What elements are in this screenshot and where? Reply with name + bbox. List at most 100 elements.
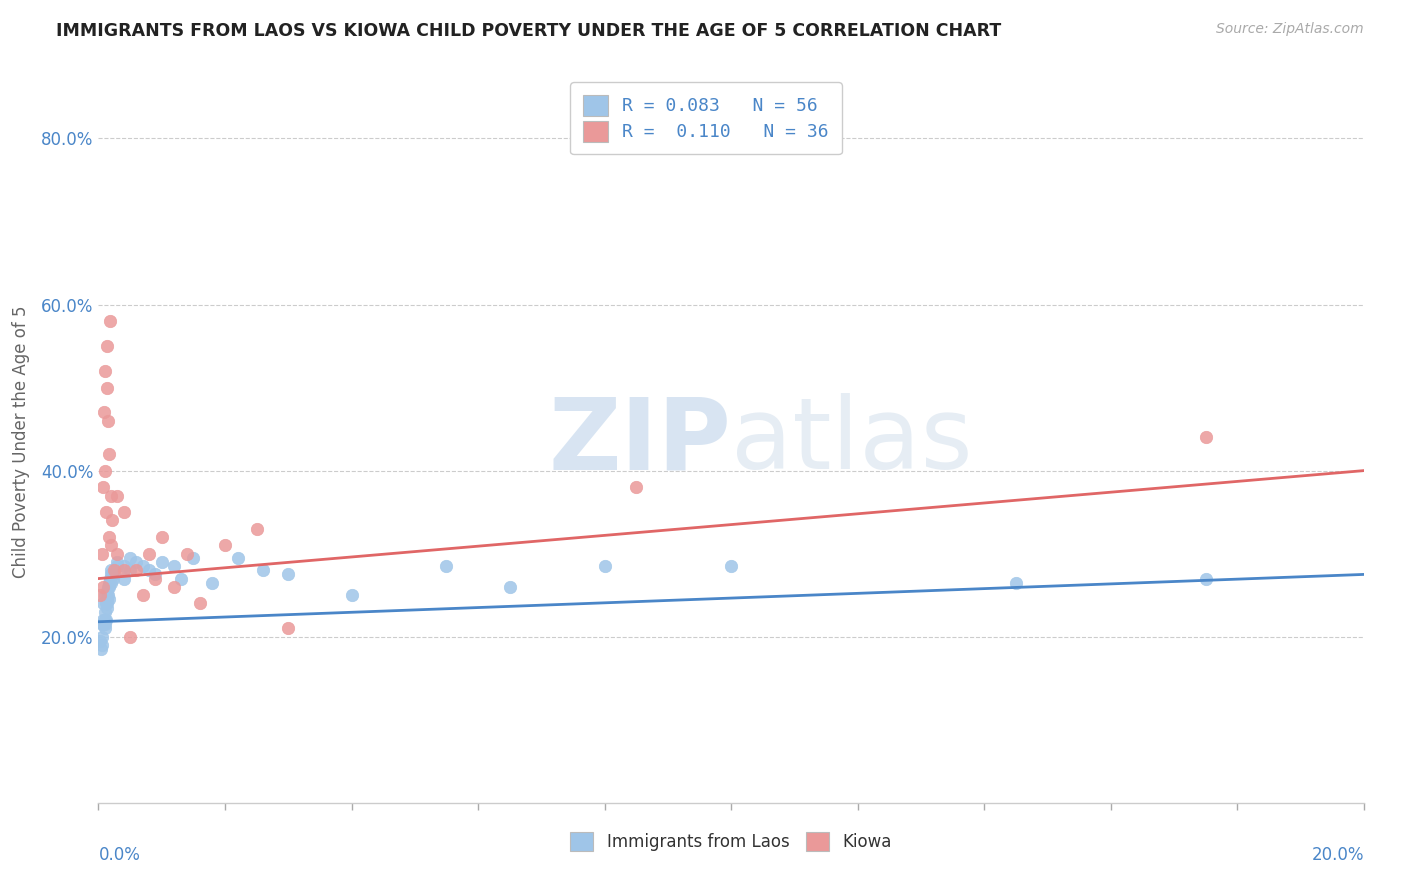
Point: [97, 447, 120, 461]
Point: [107, 555, 129, 569]
Point: [593, 559, 616, 574]
Point: [120, 630, 141, 644]
Point: [103, 567, 125, 582]
Point: [93, 605, 117, 619]
Text: 0.0%: 0.0%: [98, 847, 141, 864]
Point: [1194, 430, 1216, 444]
Point: [112, 572, 135, 586]
Point: [103, 563, 125, 577]
Point: [100, 575, 122, 590]
Point: [97, 575, 120, 590]
Point: [107, 559, 129, 574]
Point: [132, 588, 155, 602]
Point: [138, 563, 160, 577]
Point: [176, 547, 198, 561]
Point: [96, 339, 118, 353]
Point: [93, 613, 117, 627]
Point: [1194, 572, 1216, 586]
Point: [89, 633, 111, 648]
Point: [96, 584, 118, 599]
Point: [100, 563, 122, 577]
Point: [112, 563, 135, 577]
Point: [91, 617, 114, 632]
Point: [107, 489, 129, 503]
Point: [94, 613, 117, 627]
Point: [93, 621, 117, 635]
Point: [91, 613, 114, 627]
Point: [277, 621, 299, 635]
Point: [340, 588, 363, 602]
Point: [91, 580, 114, 594]
Point: [93, 480, 115, 494]
Point: [96, 592, 118, 607]
Point: [101, 567, 124, 582]
Point: [93, 597, 115, 611]
Point: [498, 580, 520, 594]
Point: [125, 563, 148, 577]
Point: [132, 559, 155, 574]
Point: [101, 513, 124, 527]
Point: [246, 522, 269, 536]
Point: [98, 314, 121, 328]
Point: [89, 588, 111, 602]
Point: [145, 572, 166, 586]
Point: [277, 567, 299, 582]
Point: [96, 597, 118, 611]
Text: ZIP: ZIP: [548, 393, 731, 490]
Point: [90, 642, 112, 657]
Point: [188, 597, 211, 611]
Point: [90, 638, 112, 652]
Point: [96, 600, 118, 615]
Point: [93, 617, 117, 632]
Point: [436, 559, 458, 574]
Point: [214, 538, 236, 552]
Point: [112, 559, 135, 574]
Point: [100, 489, 122, 503]
Point: [93, 364, 117, 378]
Point: [183, 550, 205, 565]
Point: [150, 530, 173, 544]
Point: [201, 575, 224, 590]
Point: [93, 588, 117, 602]
Point: [93, 464, 117, 478]
Point: [145, 567, 166, 582]
Point: [96, 380, 118, 394]
Point: [169, 572, 191, 586]
Point: [150, 555, 173, 569]
Point: [93, 405, 115, 419]
Point: [94, 505, 117, 519]
Text: 20.0%: 20.0%: [1312, 847, 1364, 864]
Point: [97, 588, 120, 602]
Point: [125, 555, 148, 569]
Point: [252, 563, 274, 577]
Point: [120, 550, 141, 565]
Point: [91, 630, 114, 644]
Text: IMMIGRANTS FROM LAOS VS KIOWA CHILD POVERTY UNDER THE AGE OF 5 CORRELATION CHART: IMMIGRANTS FROM LAOS VS KIOWA CHILD POVE…: [56, 22, 1001, 40]
Point: [163, 580, 186, 594]
Point: [97, 592, 120, 607]
Point: [226, 550, 249, 565]
Point: [624, 480, 647, 494]
Y-axis label: Child Poverty Under the Age of 5: Child Poverty Under the Age of 5: [11, 305, 30, 578]
Point: [112, 505, 135, 519]
Point: [98, 572, 121, 586]
Point: [94, 597, 117, 611]
Text: atlas: atlas: [731, 393, 973, 490]
Point: [97, 530, 120, 544]
Point: [1004, 575, 1026, 590]
Point: [98, 580, 121, 594]
Point: [720, 559, 742, 574]
Text: Source: ZipAtlas.com: Source: ZipAtlas.com: [1216, 22, 1364, 37]
Point: [101, 572, 124, 586]
Point: [97, 414, 120, 428]
Legend: Immigrants from Laos, Kiowa: Immigrants from Laos, Kiowa: [562, 823, 900, 860]
Point: [97, 580, 120, 594]
Point: [90, 547, 112, 561]
Point: [100, 538, 122, 552]
Point: [120, 563, 141, 577]
Point: [163, 559, 186, 574]
Point: [93, 617, 115, 632]
Point: [138, 547, 160, 561]
Point: [100, 567, 122, 582]
Point: [107, 547, 129, 561]
